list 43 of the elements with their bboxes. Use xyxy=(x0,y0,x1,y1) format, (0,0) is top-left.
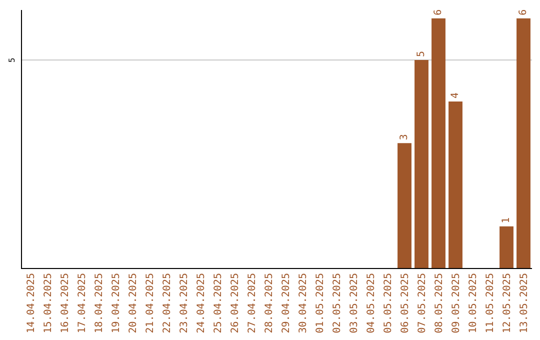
ref-line-label: 5 xyxy=(8,57,17,62)
x-tick-label: 01.05.2025 xyxy=(314,273,326,334)
x-tick-label: 21.04.2025 xyxy=(144,273,156,334)
x-tick-label: 18.04.2025 xyxy=(94,273,105,334)
x-tick-label: 27.04.2025 xyxy=(246,273,258,334)
bar xyxy=(432,18,446,268)
x-tick-label: 14.04.2025 xyxy=(26,273,37,334)
x-tick-label: 20.04.2025 xyxy=(128,273,139,334)
x-tick-label: 11.05.2025 xyxy=(484,273,496,334)
x-tick-label: 03.05.2025 xyxy=(348,273,360,334)
bar xyxy=(448,102,462,268)
x-tick-label: 09.05.2025 xyxy=(450,273,462,334)
x-tick-label: 24.04.2025 xyxy=(196,273,207,334)
data-label: 4 xyxy=(450,92,461,99)
x-tick-label: 12.05.2025 xyxy=(502,273,513,334)
x-tick-label: 22.04.2025 xyxy=(162,273,173,334)
x-tick-label: 28.04.2025 xyxy=(264,273,275,334)
x-tick-label: 23.04.2025 xyxy=(178,273,190,334)
data-label: 6 xyxy=(433,9,444,16)
data-label: 6 xyxy=(518,9,529,16)
x-tick-label: 25.04.2025 xyxy=(212,273,224,334)
data-label: 3 xyxy=(399,134,410,140)
bar xyxy=(398,143,412,268)
x-tick-label: 02.05.2025 xyxy=(332,273,343,334)
x-tick-label: 06.05.2025 xyxy=(400,273,411,334)
x-tick-label: 16.04.2025 xyxy=(60,273,71,334)
x-tick-label: 17.04.2025 xyxy=(76,273,88,334)
bar xyxy=(500,226,514,268)
x-tick-label: 13.05.2025 xyxy=(518,273,530,334)
x-tick-label: 07.05.2025 xyxy=(416,273,428,334)
x-tick-label: 10.05.2025 xyxy=(468,273,479,334)
data-label: 1 xyxy=(501,217,512,224)
x-tick-label: 08.05.2025 xyxy=(434,273,445,334)
bar xyxy=(516,18,530,268)
x-tick-label: 19.04.2025 xyxy=(110,273,122,334)
x-tick-label: 05.05.2025 xyxy=(382,273,394,334)
x-tick-label: 04.05.2025 xyxy=(366,273,377,334)
data-label: 5 xyxy=(416,50,427,57)
x-tick-label: 29.04.2025 xyxy=(280,273,292,334)
x-tick-label: 15.04.2025 xyxy=(42,273,54,334)
x-tick-label: 26.04.2025 xyxy=(230,273,241,334)
bar xyxy=(414,60,428,268)
x-tick-label: 30.04.2025 xyxy=(298,273,309,334)
